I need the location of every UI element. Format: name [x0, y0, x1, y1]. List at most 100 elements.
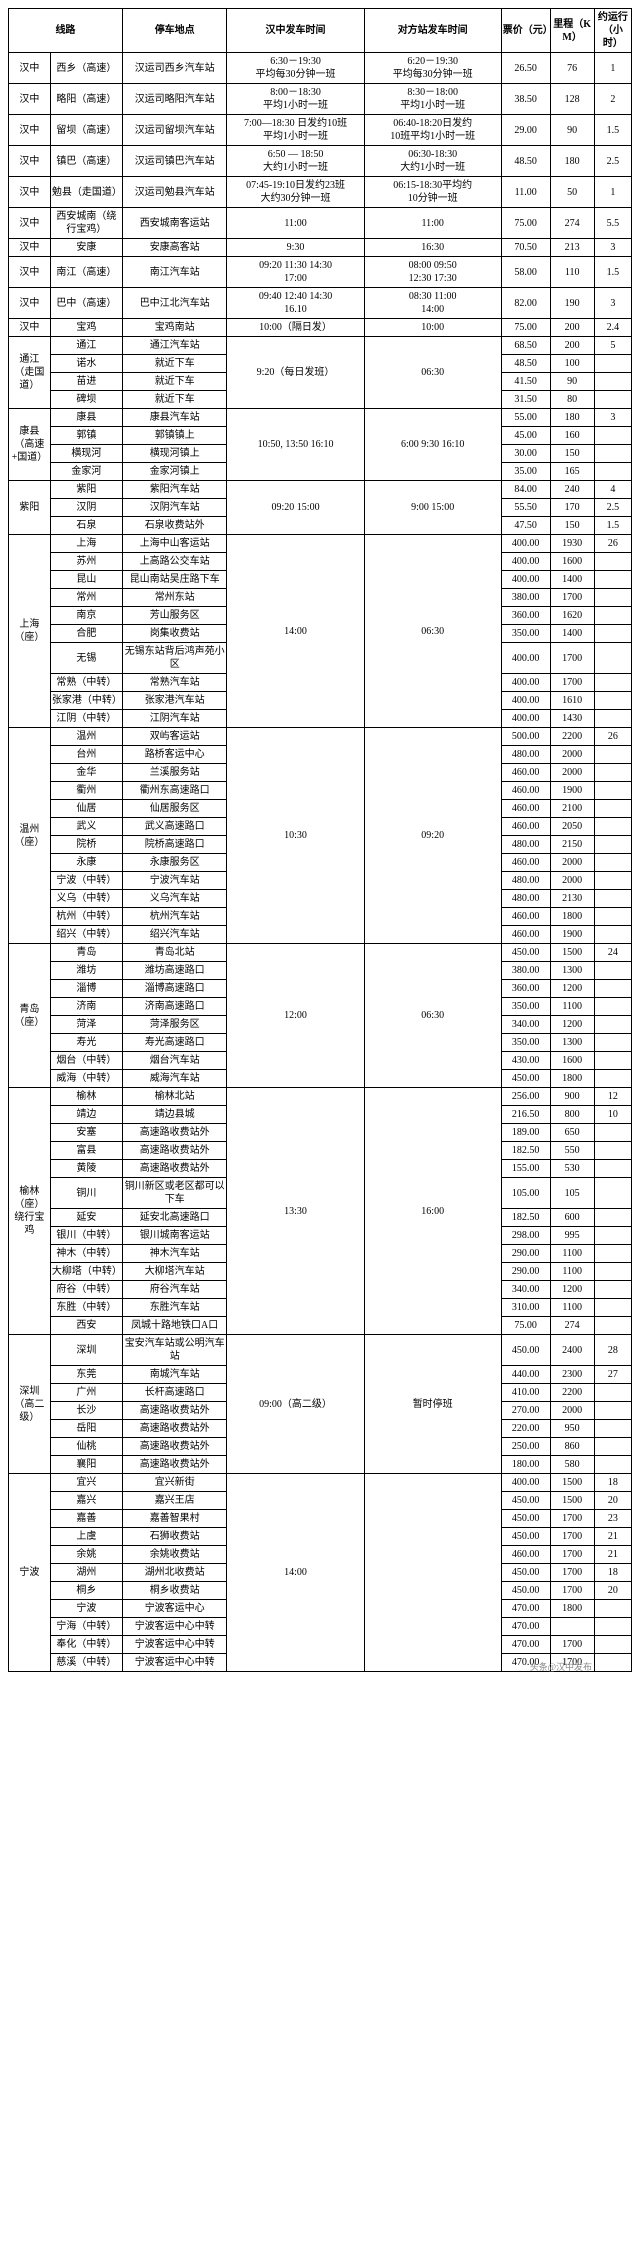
dest-cell: 绍兴（中转） — [50, 926, 122, 944]
stop-cell: 宁波客运中心 — [122, 1600, 227, 1618]
dest-cell: 湖州 — [50, 1564, 122, 1582]
price-cell: 58.00 — [501, 257, 550, 288]
dest-cell: 略阳（高速） — [50, 84, 122, 115]
price-cell: 450.00 — [501, 1070, 550, 1088]
stop-cell: 上海中山客运站 — [122, 535, 227, 553]
dest-cell: 仙居 — [50, 800, 122, 818]
hz-cell: 10:30 — [227, 728, 364, 944]
stop-cell: 汉运司略阳汽车站 — [122, 84, 227, 115]
dest-cell: 深圳 — [50, 1335, 122, 1366]
hrs-cell — [594, 674, 631, 692]
dest-cell: 榆林 — [50, 1088, 122, 1106]
price-cell: 155.00 — [501, 1160, 550, 1178]
stop-cell: 宝安汽车站或公明汽车站 — [122, 1335, 227, 1366]
km-cell: 995 — [550, 1227, 594, 1245]
price-cell: 360.00 — [501, 607, 550, 625]
km-cell: 530 — [550, 1160, 594, 1178]
km-cell: 1700 — [550, 1636, 594, 1654]
price-cell: 70.50 — [501, 239, 550, 257]
stop-cell: 南江汽车站 — [122, 257, 227, 288]
km-cell: 1300 — [550, 962, 594, 980]
stop-cell: 东胜汽车站 — [122, 1299, 227, 1317]
km-cell: 274 — [550, 208, 594, 239]
dest-cell: 勉县（走国道） — [50, 177, 122, 208]
hz-cell: 07:45-19:10日发约23班大约30分钟一班 — [227, 177, 364, 208]
stop-cell: 铜川新区或老区都可以下车 — [122, 1178, 227, 1209]
stop-cell: 青岛北站 — [122, 944, 227, 962]
stop-cell: 石泉收费站外 — [122, 517, 227, 535]
stop-cell: 院桥高速路口 — [122, 836, 227, 854]
opp-cell: 9:00 15:00 — [364, 481, 501, 535]
stop-cell: 路桥客运中心 — [122, 746, 227, 764]
km-cell: 1200 — [550, 1016, 594, 1034]
opp-cell: 06:30 — [364, 535, 501, 728]
hrs-cell — [594, 1438, 631, 1456]
stop-cell: 通江汽车站 — [122, 337, 227, 355]
dest-cell: 杭州（中转） — [50, 908, 122, 926]
price-cell: 189.00 — [501, 1124, 550, 1142]
km-cell: 2000 — [550, 764, 594, 782]
price-cell: 298.00 — [501, 1227, 550, 1245]
dest-cell: 府谷（中转） — [50, 1281, 122, 1299]
dest-cell: 康县 — [50, 409, 122, 427]
dest-cell: 安康 — [50, 239, 122, 257]
stop-cell: 嘉兴王店 — [122, 1492, 227, 1510]
stop-cell: 杭州汽车站 — [122, 908, 227, 926]
stop-cell: 济南高速路口 — [122, 998, 227, 1016]
stop-cell: 康县汽车站 — [122, 409, 227, 427]
dest-cell: 西安 — [50, 1317, 122, 1335]
hrs-cell — [594, 1034, 631, 1052]
stop-cell: 潍坊高速路口 — [122, 962, 227, 980]
hz-cell: 09:20 15:00 — [227, 481, 364, 535]
hz-cell: 9:20（每日发班） — [227, 337, 364, 409]
price-cell: 480.00 — [501, 746, 550, 764]
stop-cell: 榆林北站 — [122, 1088, 227, 1106]
dest-cell: 诺水 — [50, 355, 122, 373]
km-cell: 1400 — [550, 625, 594, 643]
hrs-cell — [594, 589, 631, 607]
price-cell: 450.00 — [501, 1510, 550, 1528]
hrs-cell — [594, 571, 631, 589]
hrs-cell: 10 — [594, 1106, 631, 1124]
hrs-cell: 3 — [594, 239, 631, 257]
dest-cell: 西安城南（绕行宝鸡） — [50, 208, 122, 239]
stop-cell: 桐乡收费站 — [122, 1582, 227, 1600]
dest-cell: 西乡（高速） — [50, 53, 122, 84]
dest-cell: 威海（中转） — [50, 1070, 122, 1088]
table-row: 青岛（座）青岛青岛北站12:0006:30450.00150024 — [9, 944, 632, 962]
dest-cell: 寿光 — [50, 1034, 122, 1052]
hrs-cell: 2 — [594, 84, 631, 115]
hrs-cell — [594, 1124, 631, 1142]
route-cell: 汉中 — [9, 177, 51, 208]
price-cell: 440.00 — [501, 1366, 550, 1384]
hrs-cell — [594, 854, 631, 872]
stop-cell: 无锡东站背后鸿声苑小区 — [122, 643, 227, 674]
price-cell: 47.50 — [501, 517, 550, 535]
km-cell: 1100 — [550, 1299, 594, 1317]
hrs-cell — [594, 1227, 631, 1245]
hz-cell: 13:30 — [227, 1088, 364, 1335]
dest-cell: 武义 — [50, 818, 122, 836]
dest-cell: 延安 — [50, 1209, 122, 1227]
stop-cell: 芳山服务区 — [122, 607, 227, 625]
stop-cell: 金家河镇上 — [122, 463, 227, 481]
dest-cell: 金华 — [50, 764, 122, 782]
price-cell: 75.00 — [501, 208, 550, 239]
dest-cell: 合肥 — [50, 625, 122, 643]
hrs-cell — [594, 836, 631, 854]
opp-cell: 11:00 — [364, 208, 501, 239]
hrs-cell — [594, 1636, 631, 1654]
km-cell: 800 — [550, 1106, 594, 1124]
hrs-cell: 21 — [594, 1528, 631, 1546]
stop-cell: 烟台汽车站 — [122, 1052, 227, 1070]
price-cell: 380.00 — [501, 589, 550, 607]
price-cell: 460.00 — [501, 1546, 550, 1564]
price-cell: 11.00 — [501, 177, 550, 208]
km-cell: 1100 — [550, 1245, 594, 1263]
price-cell: 450.00 — [501, 1492, 550, 1510]
stop-cell: 就近下车 — [122, 355, 227, 373]
stop-cell: 湖州北收费站 — [122, 1564, 227, 1582]
hrs-cell — [594, 1654, 631, 1672]
stop-cell: 汉运司镇巴汽车站 — [122, 146, 227, 177]
stop-cell: 武义高速路口 — [122, 818, 227, 836]
